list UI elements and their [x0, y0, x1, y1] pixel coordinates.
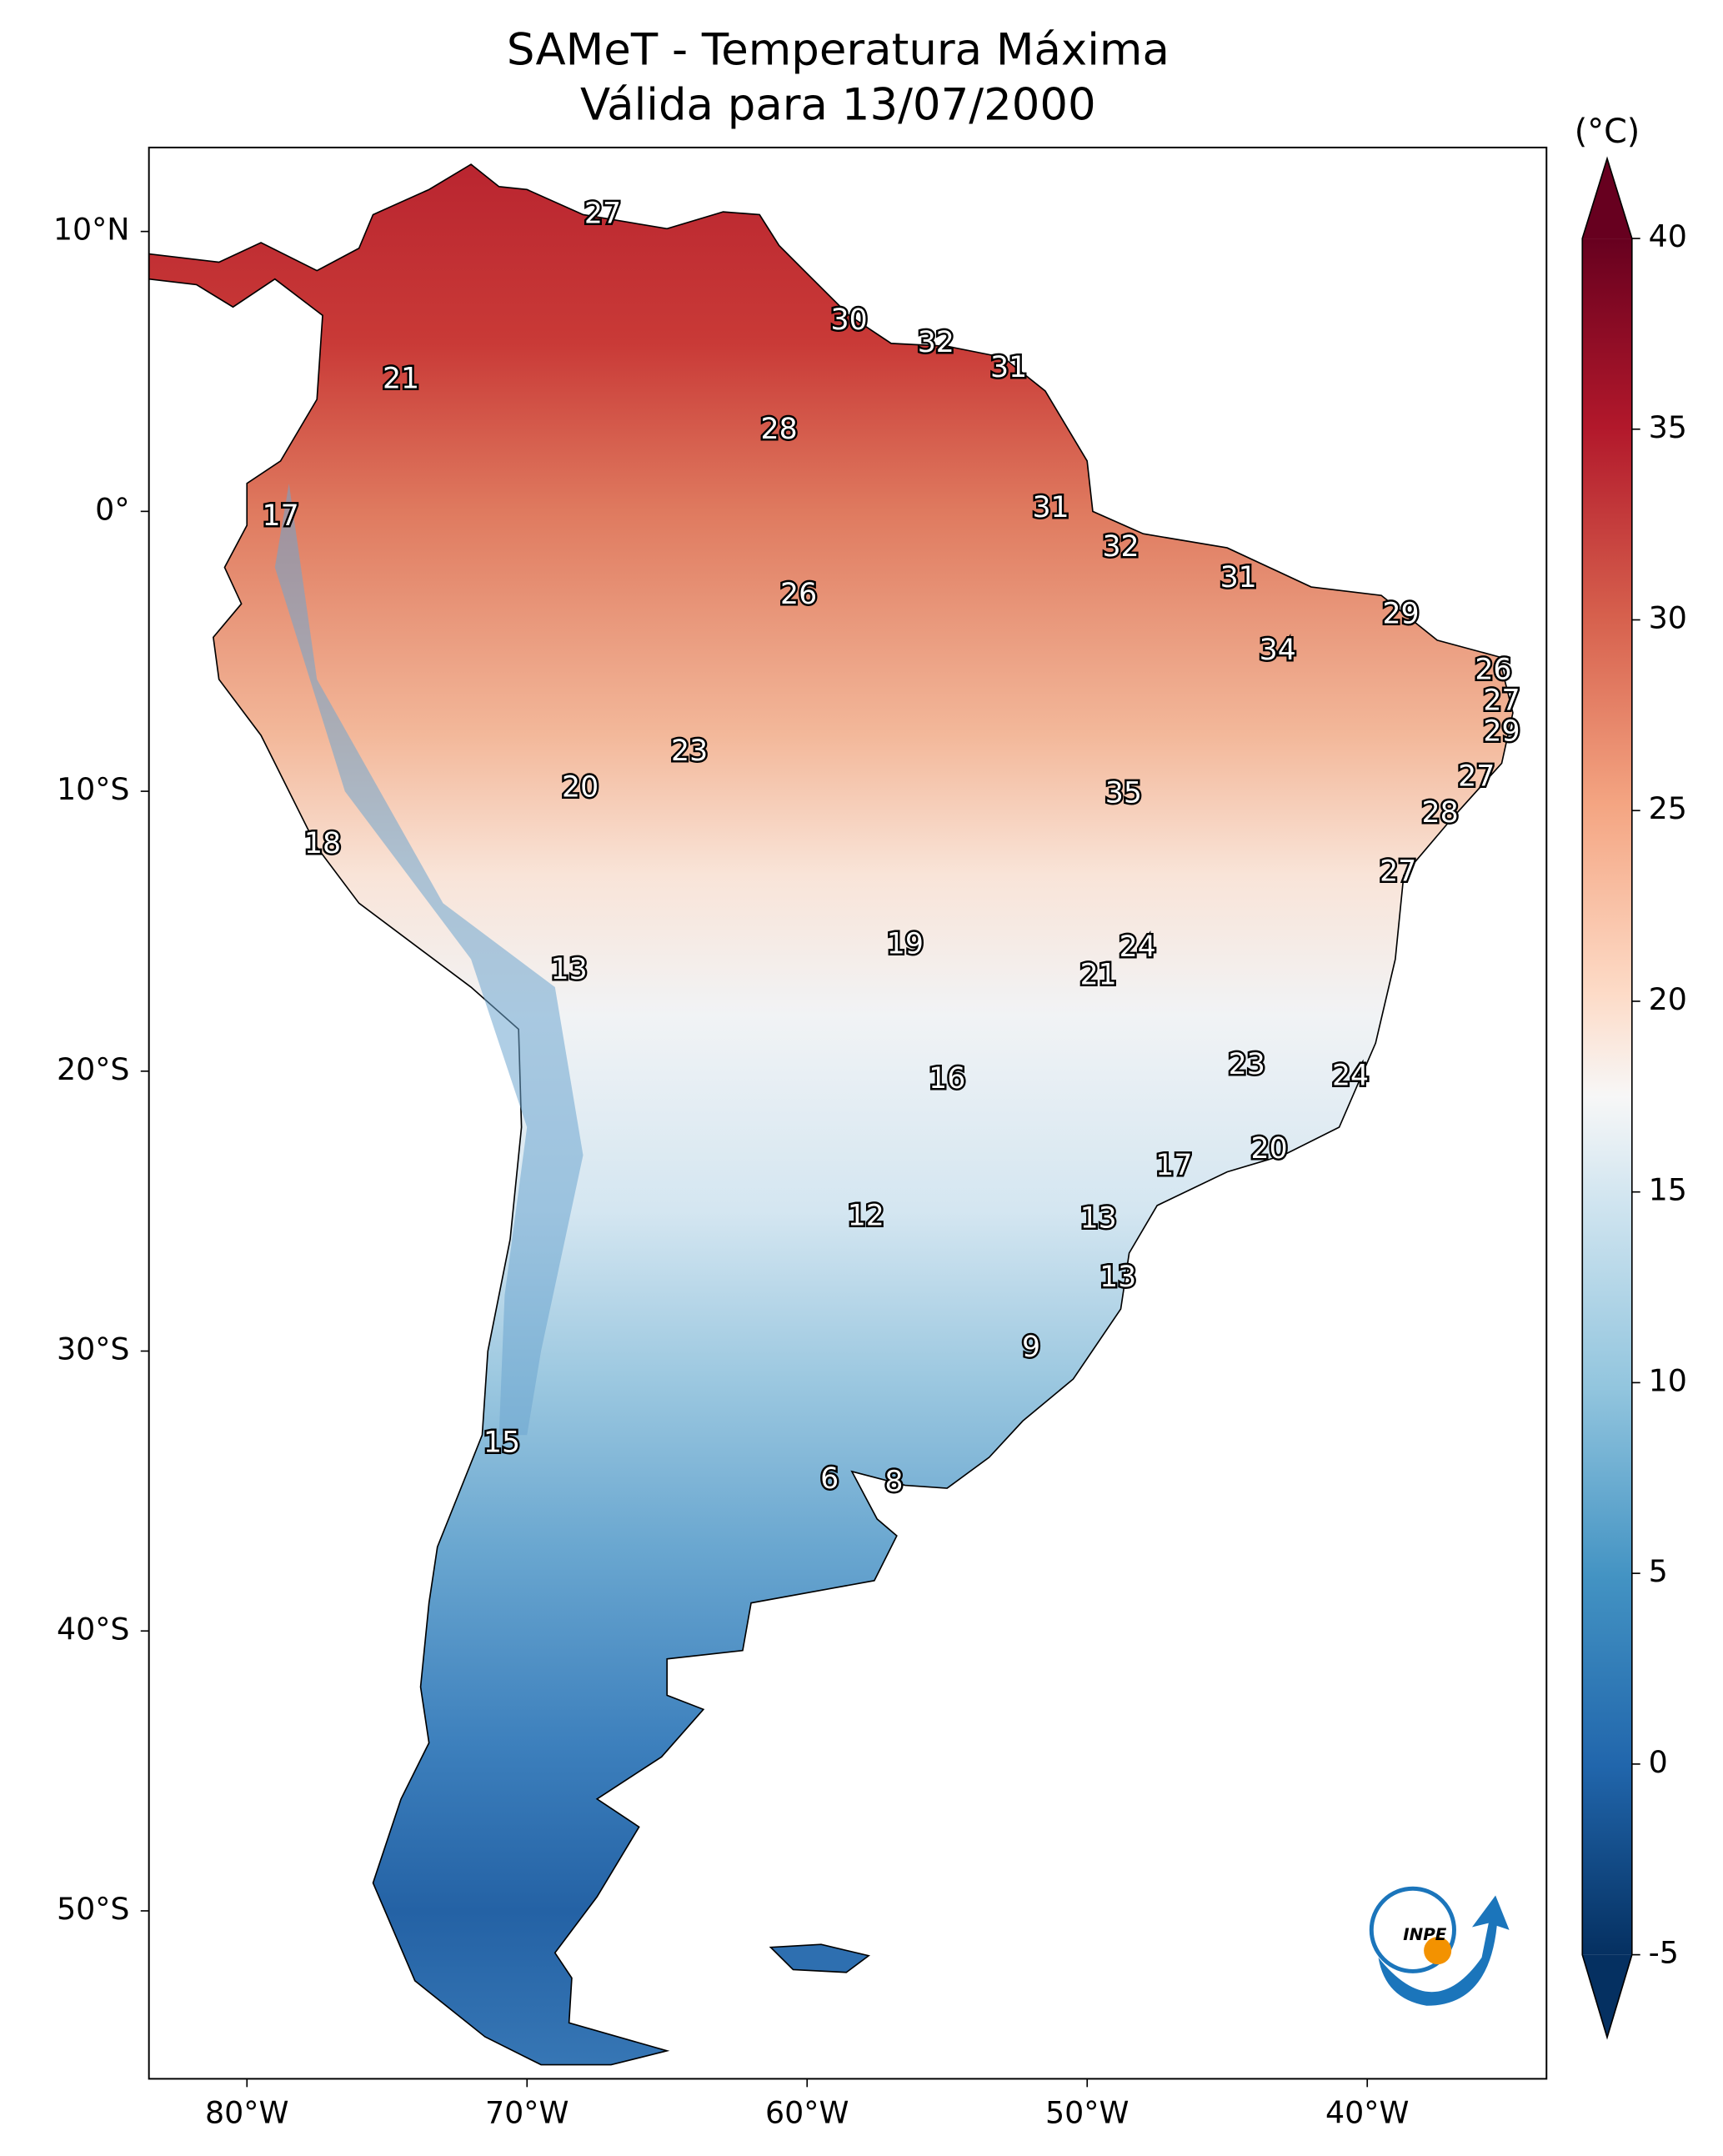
- station-value: 31: [1220, 561, 1257, 594]
- colorbar-body: [1582, 238, 1632, 1955]
- station-value: 30: [831, 303, 868, 337]
- station-value: 27: [1483, 684, 1520, 718]
- x-tick-label: 50°W: [1045, 2094, 1129, 2130]
- x-tick-label: 40°W: [1325, 2094, 1409, 2130]
- colorbar-tick-label: 30: [1649, 600, 1687, 636]
- station-value: 13: [1080, 1202, 1117, 1236]
- station-value: 28: [1421, 796, 1458, 830]
- y-tick-label: 10°N: [53, 212, 130, 248]
- station-value: 26: [780, 578, 817, 611]
- logo-ring: [1369, 1886, 1456, 1973]
- colorbar-tick-label: 0: [1649, 1744, 1668, 1780]
- station-value: 27: [1458, 760, 1495, 793]
- station-value: 12: [848, 1199, 884, 1232]
- station-value: 21: [1080, 959, 1117, 992]
- colorbar-tick-label: 10: [1649, 1362, 1687, 1398]
- station-value: 28: [761, 413, 798, 446]
- colorbar: (°C) -5 0 5 10 15 20 25 30 35 40: [1575, 113, 1687, 2040]
- station-value: 26: [1475, 654, 1511, 687]
- y-tick-label: 50°S: [57, 1891, 130, 1927]
- station-value: 23: [671, 735, 708, 768]
- colorbar-tick-label: 25: [1649, 790, 1687, 826]
- colorbar-tick-label: 15: [1649, 1172, 1687, 1208]
- station-value: 27: [1380, 855, 1416, 888]
- chart-title: SAMeT - Temperatura Máxima: [507, 24, 1170, 75]
- y-tick-label: 0°: [95, 491, 129, 527]
- x-tick-label: 60°W: [765, 2094, 849, 2130]
- chart-subtitle: Válida para 13/07/2000: [580, 80, 1096, 131]
- station-value: 34: [1260, 634, 1296, 667]
- station-value: 35: [1105, 776, 1142, 810]
- continent: [148, 163, 1514, 2066]
- station-value: 24: [1332, 1060, 1369, 1093]
- station-value: 31: [1032, 491, 1069, 524]
- station-value: 32: [918, 326, 954, 359]
- islands: [769, 1943, 871, 1973]
- logo-arrow: [1378, 1895, 1510, 2006]
- station-value: 15: [483, 1426, 520, 1459]
- station-value: 17: [262, 499, 298, 533]
- station-value: 29: [1382, 598, 1419, 631]
- colorbar-tick-label: -5: [1649, 1935, 1679, 1971]
- x-tick-label: 80°W: [205, 2094, 288, 2130]
- station-value: 24: [1119, 930, 1156, 964]
- logo: INPE: [1369, 1886, 1510, 2006]
- station-value: 21: [383, 363, 419, 396]
- station-value: 31: [990, 351, 1027, 384]
- colorbar-tick-label: 5: [1649, 1553, 1668, 1589]
- station-value: 8: [884, 1465, 903, 1498]
- y-tick-label: 40°S: [57, 1611, 130, 1647]
- y-tick-label: 30°S: [57, 1331, 130, 1367]
- station-value: 16: [929, 1062, 965, 1096]
- x-tick-label: 70°W: [485, 2094, 568, 2130]
- station-value: 29: [1483, 715, 1520, 749]
- station-value: 9: [1022, 1331, 1040, 1364]
- station-value: 13: [1099, 1261, 1136, 1294]
- station-value: 18: [304, 827, 341, 860]
- y-tick-label: 20°S: [57, 1051, 130, 1087]
- station-value: 17: [1155, 1149, 1192, 1182]
- station-value: 19: [887, 928, 924, 961]
- frame: [148, 146, 1548, 2080]
- station-value: 32: [1102, 530, 1139, 564]
- colorbar-tick-label: 40: [1649, 218, 1687, 254]
- station-value: 27: [584, 197, 621, 230]
- station-value: 23: [1229, 1048, 1265, 1081]
- station-value: 20: [1251, 1132, 1288, 1166]
- colorbar-tick-label: 35: [1649, 409, 1687, 445]
- station-value: 6: [820, 1462, 839, 1496]
- station-value: 13: [551, 953, 588, 986]
- station-value: 20: [562, 771, 599, 805]
- colorbar-extend-top: [1582, 158, 1632, 239]
- colorbar-tick-label: 20: [1649, 981, 1687, 1017]
- colorbar-extend-bottom: [1582, 1954, 1632, 2038]
- colorbar-label: (°C): [1575, 113, 1640, 151]
- logo-text: INPE: [1403, 1925, 1447, 1944]
- logo-dot: [1424, 1937, 1452, 1965]
- y-tick-label: 10°S: [57, 771, 130, 807]
